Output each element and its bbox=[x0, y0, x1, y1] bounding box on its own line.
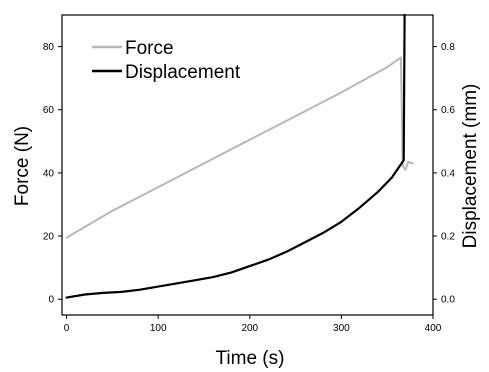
series-layer bbox=[65, 13, 414, 299]
plot-frame bbox=[61, 14, 434, 316]
series-line-displacement bbox=[65, 13, 406, 299]
y-right-tick-label: 0.4 bbox=[441, 168, 455, 179]
y-right-tick-label: 0.8 bbox=[441, 42, 455, 53]
series-line-force bbox=[65, 56, 414, 239]
legend-label-displacement: Displacement bbox=[125, 62, 241, 83]
x-tick-label: 0 bbox=[64, 323, 70, 334]
tick-layer: 0 100 200 300 400 0 20 40 60 80 0.0 0.2 0.4 0.6 0.8 bbox=[43, 42, 455, 334]
legend: Force Displacement bbox=[92, 38, 241, 83]
legend-label-force: Force bbox=[125, 38, 174, 59]
y-axis-left-title: Force (N) bbox=[12, 126, 33, 206]
y-right-tick-label: 0.2 bbox=[441, 232, 455, 243]
y-left-tick-label: 40 bbox=[43, 168, 55, 179]
x-tick-label: 400 bbox=[425, 323, 442, 334]
y-axis-right-title: Displacement (mm) bbox=[460, 84, 481, 249]
y-left-tick-label: 60 bbox=[43, 105, 55, 116]
y-left-tick-label: 0 bbox=[48, 295, 54, 306]
y-right-tick-label: 0.6 bbox=[441, 105, 455, 116]
y-left-tick-label: 80 bbox=[43, 42, 55, 53]
x-axis-title: Time (s) bbox=[216, 348, 285, 369]
y-left-tick-label: 20 bbox=[43, 232, 55, 243]
x-tick-label: 200 bbox=[241, 323, 258, 334]
y-right-tick-label: 0.0 bbox=[441, 295, 455, 306]
x-tick-label: 100 bbox=[150, 323, 167, 334]
x-tick-label: 300 bbox=[333, 323, 350, 334]
